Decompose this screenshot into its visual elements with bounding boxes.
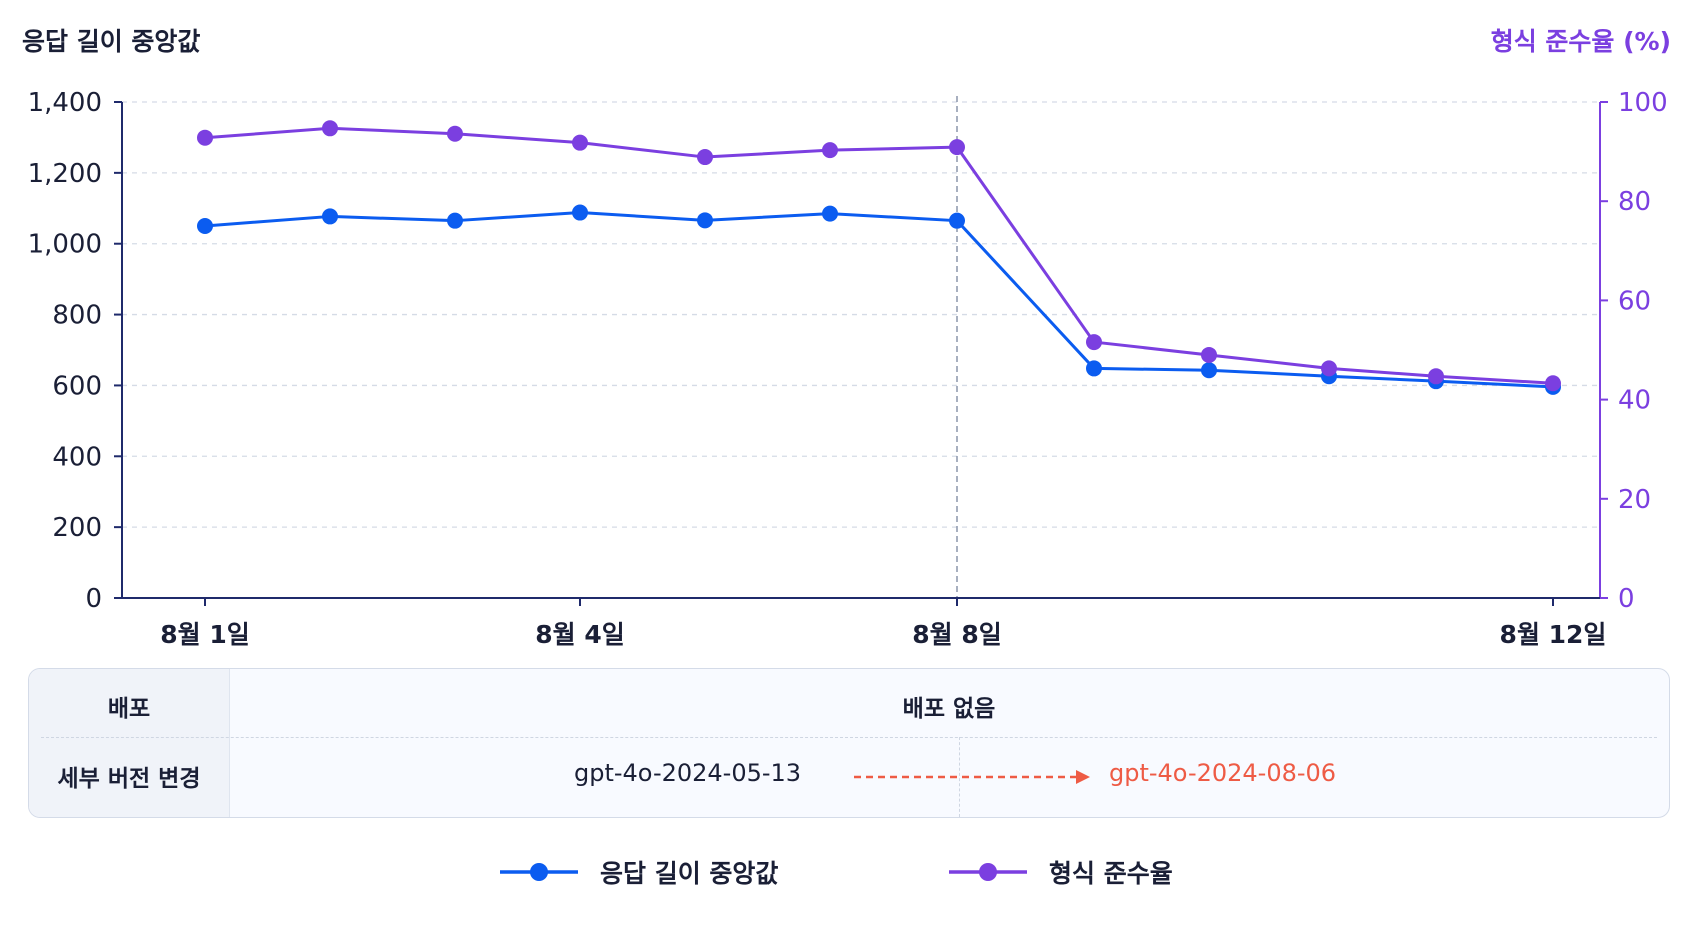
data-point-format xyxy=(1321,360,1337,377)
data-point-format xyxy=(197,129,213,146)
data-point-length xyxy=(447,212,463,229)
deploy-row-value: 배포 없음 xyxy=(902,696,996,722)
data-point-length xyxy=(697,212,713,229)
data-point-format xyxy=(1201,346,1217,363)
left-axis-tick-label: 800 xyxy=(52,301,102,331)
right-axis-title: 형식 준수율 (%) xyxy=(1490,27,1671,56)
data-point-length xyxy=(1086,360,1102,377)
right-axis-tick-label: 80 xyxy=(1618,187,1651,217)
left-axis-tick-label: 0 xyxy=(85,584,102,614)
legend-item-length: 응답 길이 중앙값 xyxy=(498,852,778,892)
deploy-row-label: 배포 xyxy=(107,696,151,722)
series-line-length xyxy=(204,211,1554,389)
legend-swatch-length xyxy=(500,863,578,881)
data-point-length xyxy=(572,204,588,221)
x-axis-tick-label: 8월 8일 xyxy=(912,620,1002,649)
left-axis-tick-label: 1,400 xyxy=(28,88,102,118)
right-axis-tick-label: 20 xyxy=(1618,485,1651,515)
line-chart: 0 200 400 600 800 1,000 1,200 1,400 0 20 40 60 80 100… xyxy=(28,88,1668,649)
new-version-text: gpt-4o-2024-08-06 xyxy=(1109,759,1337,787)
right-axis-tick-label: 0 xyxy=(1618,584,1635,614)
data-point-format xyxy=(322,120,338,137)
x-axis-tick-label: 8월 1일 xyxy=(160,620,250,649)
series-line-format xyxy=(204,126,1554,385)
data-point-length xyxy=(197,218,213,234)
left-axis-tick-label: 400 xyxy=(52,442,102,472)
legend-label-format: 형식 준수율 xyxy=(1049,859,1173,888)
data-point-format xyxy=(447,125,463,142)
old-version-text: gpt-4o-2024-05-13 xyxy=(574,759,802,787)
data-point-length xyxy=(322,208,338,225)
right-axis-tick-label: 40 xyxy=(1618,386,1651,416)
left-axis-tick-label: 200 xyxy=(52,513,102,543)
legend-item-format: 형식 준수율 xyxy=(947,852,1173,892)
data-point-format xyxy=(697,149,713,166)
data-point-length xyxy=(822,205,838,222)
data-point-format xyxy=(1545,375,1561,392)
left-axis-tick-label: 600 xyxy=(52,371,102,401)
data-point-format xyxy=(1428,368,1444,385)
legend-label-length: 응답 길이 중앙값 xyxy=(600,859,779,888)
legend-swatch-format xyxy=(949,863,1027,881)
x-axis-tick-label: 8월 12일 xyxy=(1500,620,1607,649)
left-axis-tick-label: 1,000 xyxy=(28,230,102,260)
x-axis-tick-label: 8월 4일 xyxy=(535,620,625,649)
chart-legend: 응답 길이 중앙값 형식 준수율 xyxy=(0,852,1693,892)
data-point-format xyxy=(1086,334,1102,351)
version-arrow-icon xyxy=(854,770,1090,784)
panel-row-separator xyxy=(41,737,1657,738)
version-row-label: 세부 버전 변경 xyxy=(57,766,201,792)
data-point-length xyxy=(949,212,965,229)
deployment-panel: 배포 배포 없음 세부 버전 변경 gpt-4o-2024-05-13 gpt-… xyxy=(28,668,1670,818)
data-point-length xyxy=(1201,362,1217,379)
data-point-format xyxy=(822,142,838,159)
right-axis-tick-label: 100 xyxy=(1618,88,1668,118)
data-point-format xyxy=(572,134,588,151)
panel-marker-line xyxy=(959,737,960,817)
left-axis-title: 응답 길이 중앙값 xyxy=(22,27,201,56)
right-axis-tick-label: 60 xyxy=(1618,286,1651,316)
data-point-format xyxy=(949,139,965,156)
left-axis-tick-label: 1,200 xyxy=(28,159,102,189)
panel-label-column xyxy=(29,669,230,817)
